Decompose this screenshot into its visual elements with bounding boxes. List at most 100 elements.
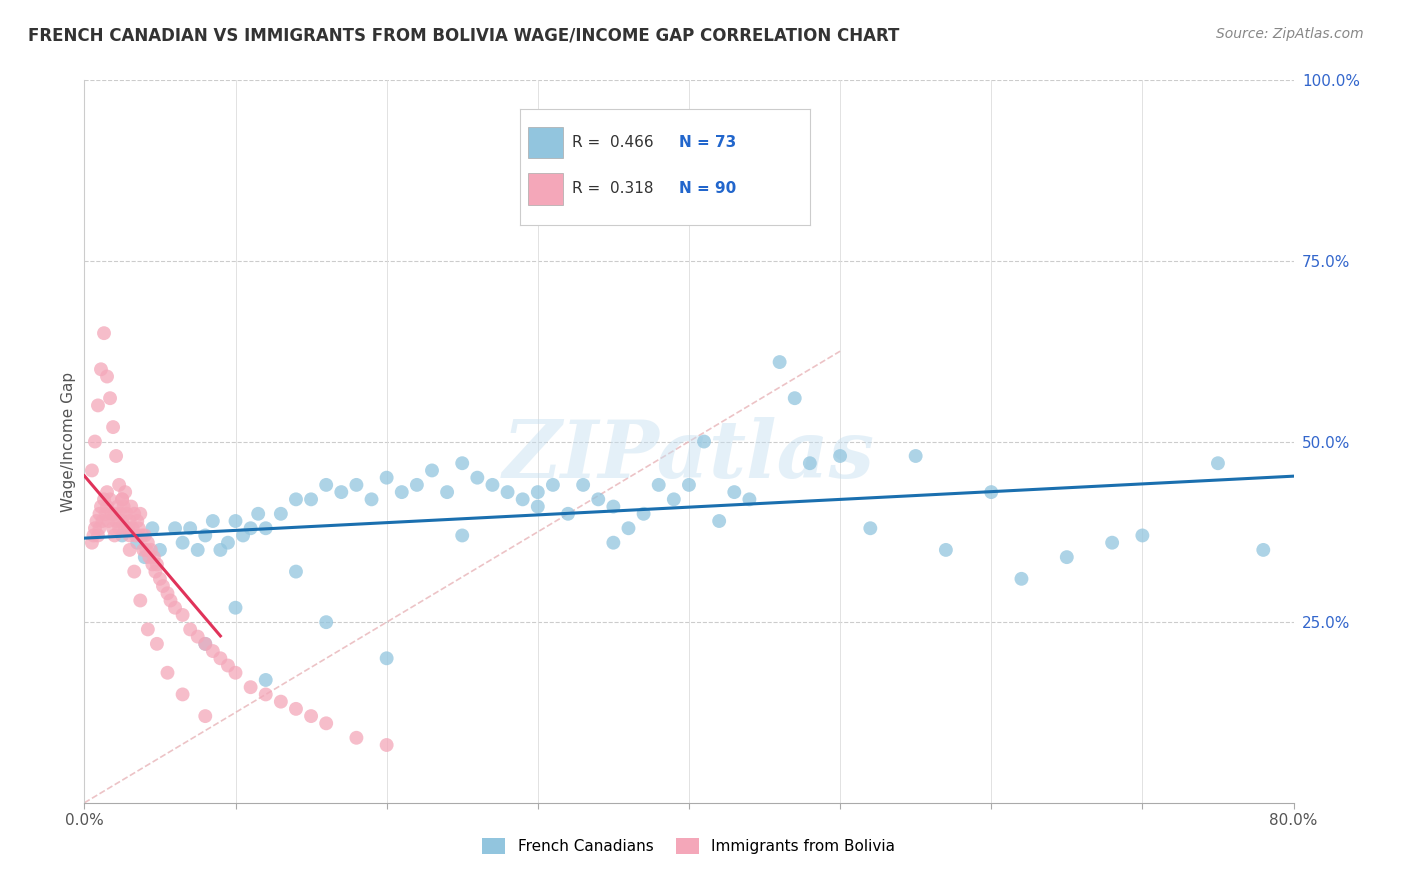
Point xyxy=(254,521,277,535)
Point xyxy=(270,695,292,709)
Point xyxy=(114,521,136,535)
Text: ZIPatlas: ZIPatlas xyxy=(503,417,875,495)
Point xyxy=(239,680,262,694)
Point xyxy=(145,565,167,579)
Point xyxy=(129,507,152,521)
Point xyxy=(156,586,179,600)
Point xyxy=(254,687,277,701)
Point xyxy=(799,456,821,470)
Point xyxy=(152,579,174,593)
Point xyxy=(134,550,156,565)
Point xyxy=(783,391,806,405)
Point xyxy=(602,500,624,514)
Point xyxy=(149,542,172,557)
Point xyxy=(96,369,118,384)
Point xyxy=(90,500,112,514)
Point xyxy=(375,651,398,665)
Point xyxy=(165,521,187,535)
Point xyxy=(138,550,160,565)
Point xyxy=(156,665,179,680)
Point xyxy=(194,637,217,651)
Point xyxy=(225,600,247,615)
Point xyxy=(132,542,155,557)
Point xyxy=(89,521,111,535)
Point xyxy=(572,478,595,492)
Point xyxy=(225,665,247,680)
Point xyxy=(769,355,792,369)
Point xyxy=(100,507,122,521)
Point xyxy=(118,514,141,528)
Point xyxy=(86,514,108,528)
Point xyxy=(346,731,368,745)
Point xyxy=(118,528,141,542)
Point xyxy=(270,507,292,521)
Point xyxy=(648,478,671,492)
Point xyxy=(201,644,224,658)
Point xyxy=(209,542,232,557)
Point xyxy=(904,449,927,463)
Point xyxy=(80,535,103,549)
Point xyxy=(481,478,503,492)
Point xyxy=(134,528,156,542)
Point xyxy=(285,565,308,579)
Point xyxy=(93,326,115,340)
Point xyxy=(87,398,110,412)
Point xyxy=(1056,550,1078,565)
Point xyxy=(135,542,157,557)
Point xyxy=(239,521,262,535)
Point xyxy=(662,492,685,507)
Point xyxy=(141,558,163,572)
Point xyxy=(121,521,143,535)
Text: FRENCH CANADIAN VS IMMIGRANTS FROM BOLIVIA WAGE/INCOME GAP CORRELATION CHART: FRENCH CANADIAN VS IMMIGRANTS FROM BOLIV… xyxy=(28,27,900,45)
Point xyxy=(96,500,118,514)
Point xyxy=(141,521,163,535)
Point xyxy=(436,485,458,500)
Point xyxy=(125,528,148,542)
Point xyxy=(391,485,413,500)
Point xyxy=(209,651,232,665)
Point xyxy=(172,535,194,549)
Text: Source: ZipAtlas.com: Source: ZipAtlas.com xyxy=(1216,27,1364,41)
Point xyxy=(120,500,142,514)
Point xyxy=(127,514,149,528)
Point xyxy=(93,492,115,507)
Point xyxy=(285,492,308,507)
Point xyxy=(527,485,550,500)
Point xyxy=(136,535,159,549)
Point xyxy=(111,492,134,507)
Point xyxy=(738,492,761,507)
Point xyxy=(82,528,104,542)
Point xyxy=(375,738,398,752)
Point xyxy=(617,521,640,535)
Point xyxy=(107,500,129,514)
Point xyxy=(315,478,337,492)
Point xyxy=(830,449,852,463)
Point xyxy=(111,528,134,542)
Point xyxy=(136,623,159,637)
Point xyxy=(179,521,201,535)
Point xyxy=(98,391,121,405)
Point xyxy=(693,434,716,449)
Point xyxy=(159,593,181,607)
Point xyxy=(588,492,610,507)
Point xyxy=(187,630,209,644)
Point xyxy=(122,507,145,521)
Point xyxy=(98,492,121,507)
Point xyxy=(512,492,534,507)
Point xyxy=(110,507,132,521)
Point xyxy=(1011,572,1033,586)
Point xyxy=(225,514,247,528)
Point xyxy=(96,485,118,500)
Point xyxy=(149,572,172,586)
Point xyxy=(1253,542,1275,557)
Point xyxy=(108,521,131,535)
Point xyxy=(451,456,474,470)
Point xyxy=(117,521,139,535)
Point xyxy=(179,623,201,637)
Point xyxy=(217,658,239,673)
Point xyxy=(146,558,169,572)
Legend: French Canadians, Immigrants from Bolivia: French Canadians, Immigrants from Bolivi… xyxy=(477,832,901,860)
Point xyxy=(330,485,353,500)
Point xyxy=(217,535,239,549)
Point xyxy=(91,514,114,528)
